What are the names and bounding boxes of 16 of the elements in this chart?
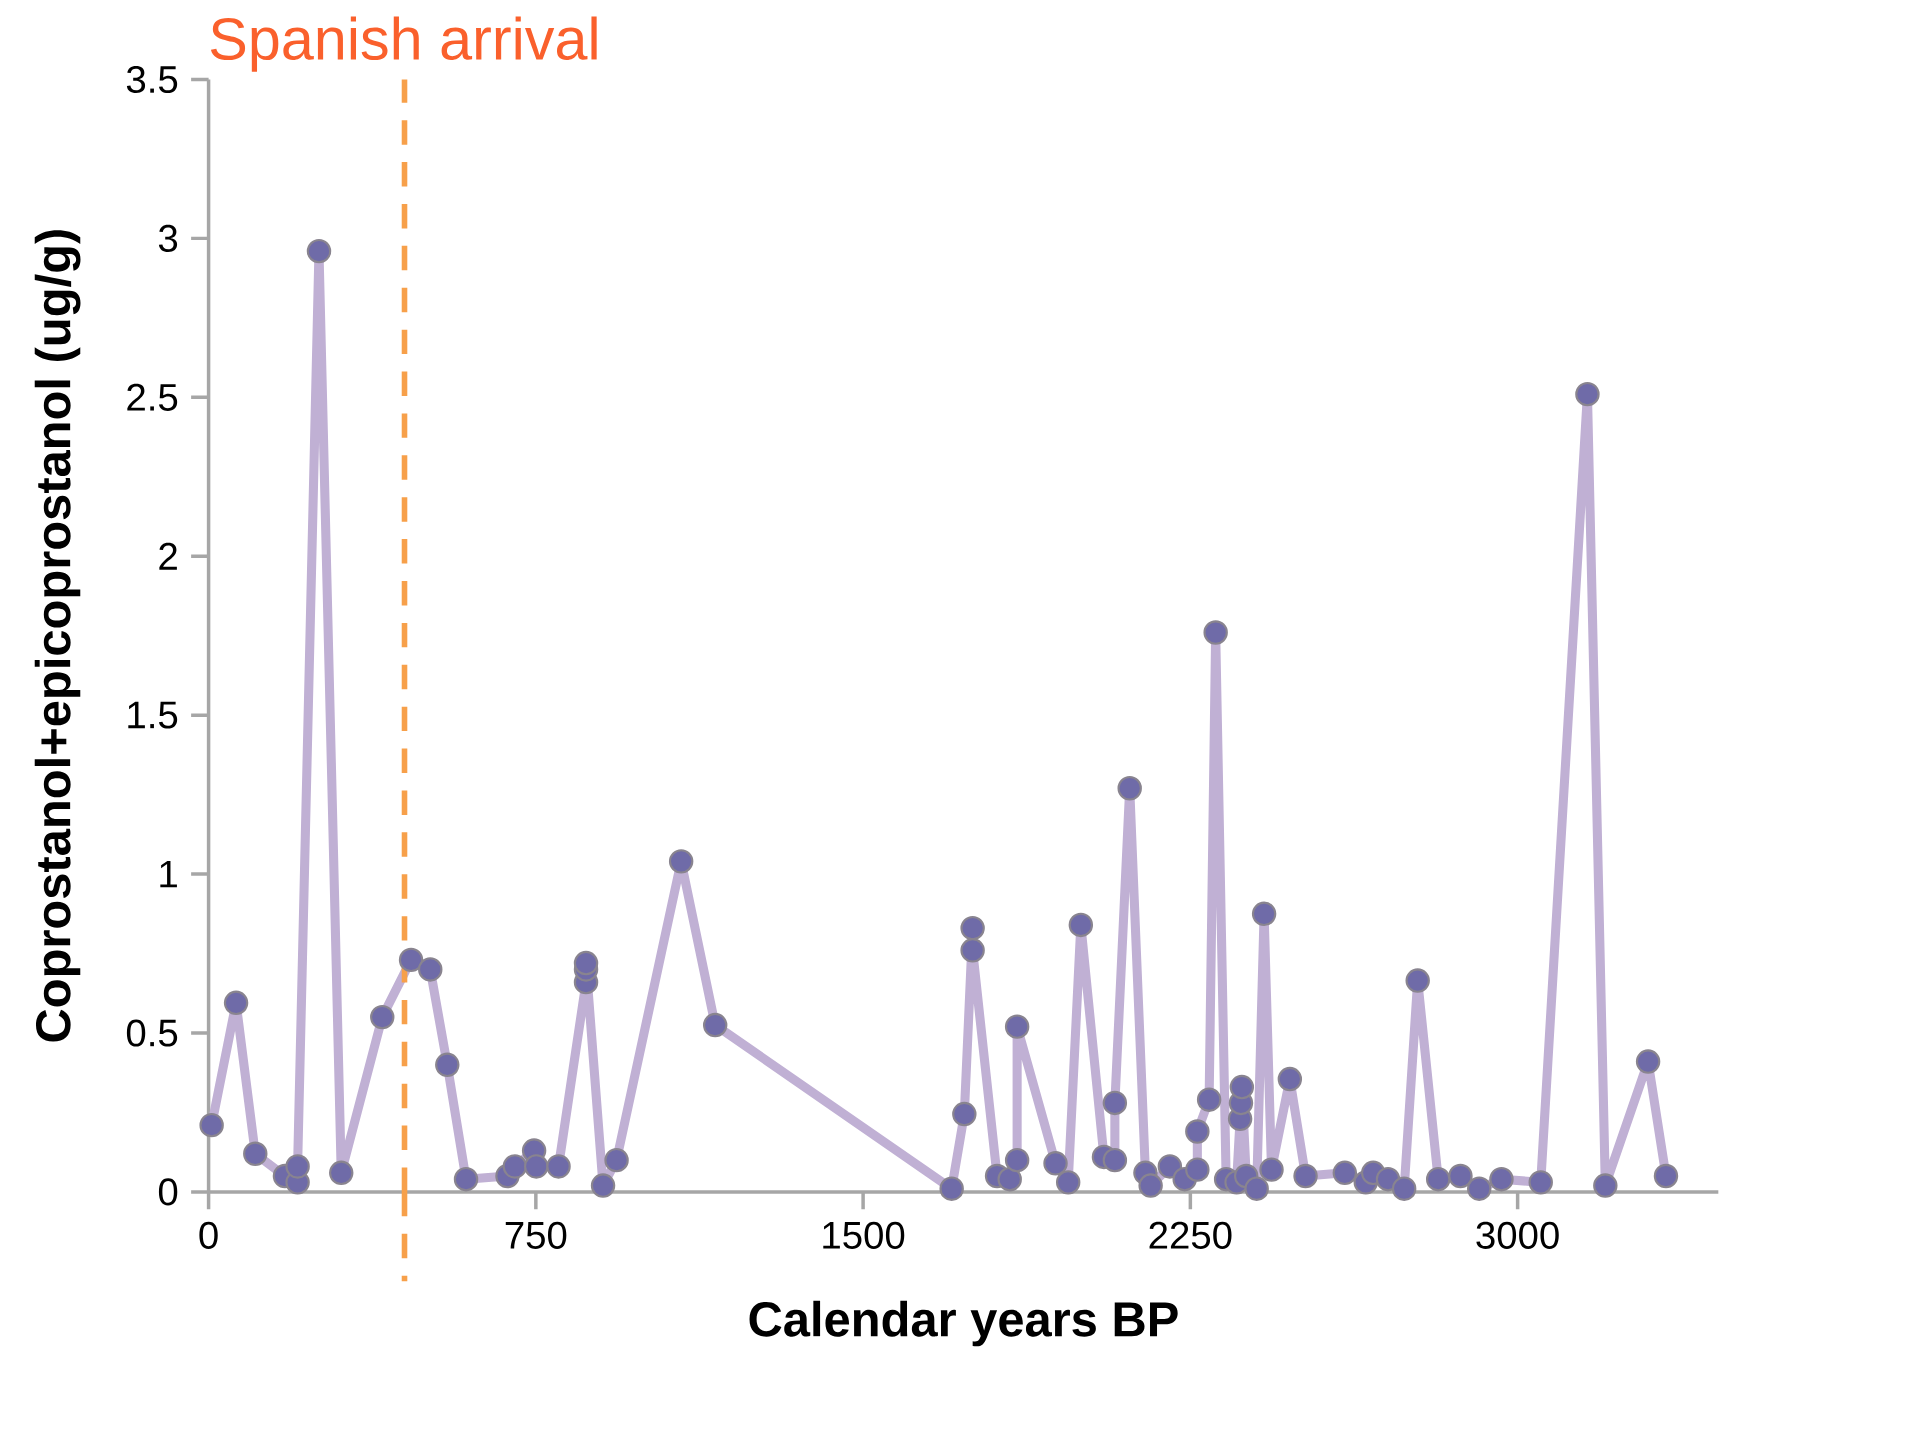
ref-line-label: Spanish arrival xyxy=(210,16,597,72)
y-tick-label: 3.5 xyxy=(126,65,178,93)
x-tick-label: 3000 xyxy=(1476,1221,1559,1249)
y-tick-label: 0.5 xyxy=(126,1019,178,1047)
x-tick-label: 750 xyxy=(505,1221,567,1249)
y-tick-label: 2 xyxy=(159,542,177,570)
y-tick-label: 0 xyxy=(158,1178,178,1206)
x-tick-label: 1500 xyxy=(823,1221,905,1249)
x-tick-label: 2250 xyxy=(1149,1221,1232,1249)
y-tick-label: 3 xyxy=(158,224,178,252)
x-tick-label: 0 xyxy=(199,1221,218,1249)
y-tick-label: 1.5 xyxy=(128,701,178,729)
y-tick-label: 2.5 xyxy=(127,383,178,411)
y-axis-title: Coprostanol+epicoprostanol (ug/g) xyxy=(34,229,81,1042)
x-axis-title: Calendar years BP xyxy=(749,1300,1178,1347)
y-tick-label: 1 xyxy=(160,860,177,888)
